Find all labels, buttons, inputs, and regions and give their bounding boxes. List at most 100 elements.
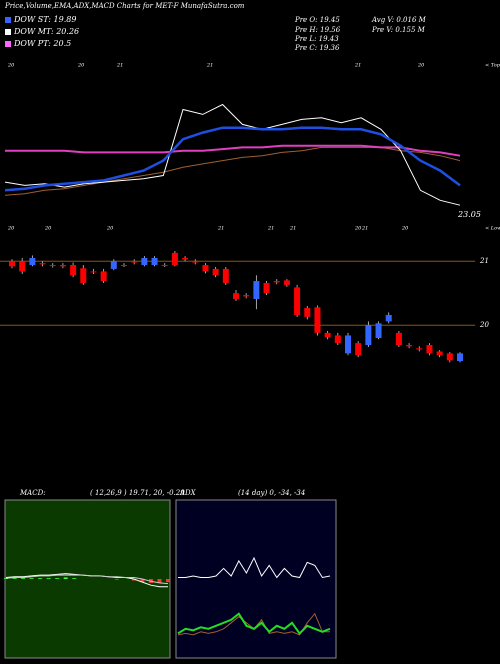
candle-body [192, 261, 199, 263]
histogram-bar [46, 578, 51, 579]
candle-body [294, 287, 301, 315]
histogram-bar [166, 579, 170, 583]
price-label: 21 [361, 226, 368, 232]
candle-body [395, 332, 402, 346]
histogram-bar [29, 578, 34, 579]
candle-body [80, 268, 87, 283]
candle-body [355, 343, 362, 356]
candle-body [375, 323, 382, 338]
price-label: 20 [401, 226, 409, 232]
price-label: 20 [44, 226, 52, 232]
panel-subtitle: (14 day) 0, -34, -34 [238, 489, 305, 497]
histogram-bar [131, 579, 136, 581]
histogram-bar [38, 578, 43, 579]
candle-body [253, 281, 260, 299]
candle-body [233, 293, 239, 299]
candle-body [9, 261, 15, 267]
price-label: 21 [354, 63, 361, 69]
candle-body [406, 345, 413, 347]
candle-body [49, 265, 56, 267]
histogram-bar [157, 579, 162, 583]
legend-swatch [5, 41, 11, 47]
candle-body [121, 265, 127, 267]
histogram-bar [114, 579, 119, 580]
candle-body [171, 252, 178, 266]
candle-body [141, 258, 148, 266]
candle-body [110, 261, 117, 269]
candle-body [385, 314, 392, 322]
histogram-bar [63, 577, 68, 579]
candle-body [39, 263, 46, 265]
candle-body [161, 265, 168, 267]
price-label: < Tops [485, 63, 500, 69]
candle-body [345, 335, 351, 354]
candle-body [273, 281, 280, 283]
info-text: Avg V: 0.016 M [371, 16, 427, 24]
info-text: Pre H: 19.56 [294, 26, 341, 34]
candle-body [263, 282, 270, 294]
candle-body [90, 271, 97, 273]
candle-body [365, 325, 372, 346]
histogram-bar [55, 578, 60, 579]
page-title: Price,Volume,EMA,ADX,MACD Charts for MET… [4, 2, 245, 10]
candle-body [151, 258, 158, 266]
price-label: 21 [206, 63, 213, 69]
price-label: 20 [7, 63, 15, 69]
line [178, 556, 331, 579]
line [5, 144, 461, 157]
legend-label: DOW MT: 20.26 [13, 27, 79, 36]
candle-body [243, 295, 250, 297]
legend-label: DOW ST: 19.89 [13, 15, 76, 24]
candle-body [131, 261, 138, 263]
histogram-bar [140, 579, 145, 583]
panel-subtitle: ( 12,26,9 ) 19.71, 20, -0.29 [90, 489, 185, 497]
price-label: 21 [289, 226, 296, 232]
price-label: 21 [267, 226, 274, 232]
candle-body [29, 258, 36, 266]
info-text: Pre L: 19.43 [294, 35, 339, 43]
info-text: Pre C: 19.36 [294, 44, 340, 52]
price-label: 20 [106, 226, 114, 232]
candle-body [59, 265, 66, 267]
histogram-bar [72, 578, 77, 579]
legend-swatch [5, 29, 11, 35]
y-tick-label: 21 [479, 257, 489, 265]
adx-panel [175, 499, 337, 659]
info-text: Pre O: 19.45 [294, 16, 340, 24]
legend-label: DOW PT: 20.5 [13, 39, 71, 48]
candle-body [314, 307, 321, 333]
candle-body [19, 261, 26, 272]
candle-body [436, 351, 443, 356]
candle-body [426, 345, 433, 354]
price-label: 20 [7, 226, 15, 232]
candle-body [457, 353, 463, 362]
price-label: < Lows [485, 226, 500, 232]
histogram-bar [21, 578, 26, 579]
line [4, 103, 461, 206]
candle-body [324, 332, 331, 338]
candle-body [304, 307, 311, 317]
price-label: 20 [354, 226, 362, 232]
candle-body [446, 353, 453, 361]
panel-title: MACD: [19, 489, 46, 497]
candle-body [283, 280, 290, 285]
candle-body [222, 268, 229, 283]
candle-body [70, 265, 77, 276]
line [4, 126, 461, 192]
price-label: 21 [116, 63, 123, 69]
candle-body [202, 265, 209, 272]
histogram-bar [4, 578, 8, 579]
candle-body [416, 348, 423, 350]
legend-swatch [5, 17, 11, 23]
price-label: 23.05 [457, 210, 481, 219]
price-label: 20 [77, 63, 85, 69]
price-label: 21 [217, 226, 224, 232]
panel-title: ADX [179, 489, 197, 497]
candle-body [212, 268, 219, 276]
candle-body [334, 335, 341, 344]
candle-body [182, 258, 189, 260]
histogram-bar [12, 578, 17, 579]
line [177, 612, 331, 635]
line [5, 574, 169, 585]
